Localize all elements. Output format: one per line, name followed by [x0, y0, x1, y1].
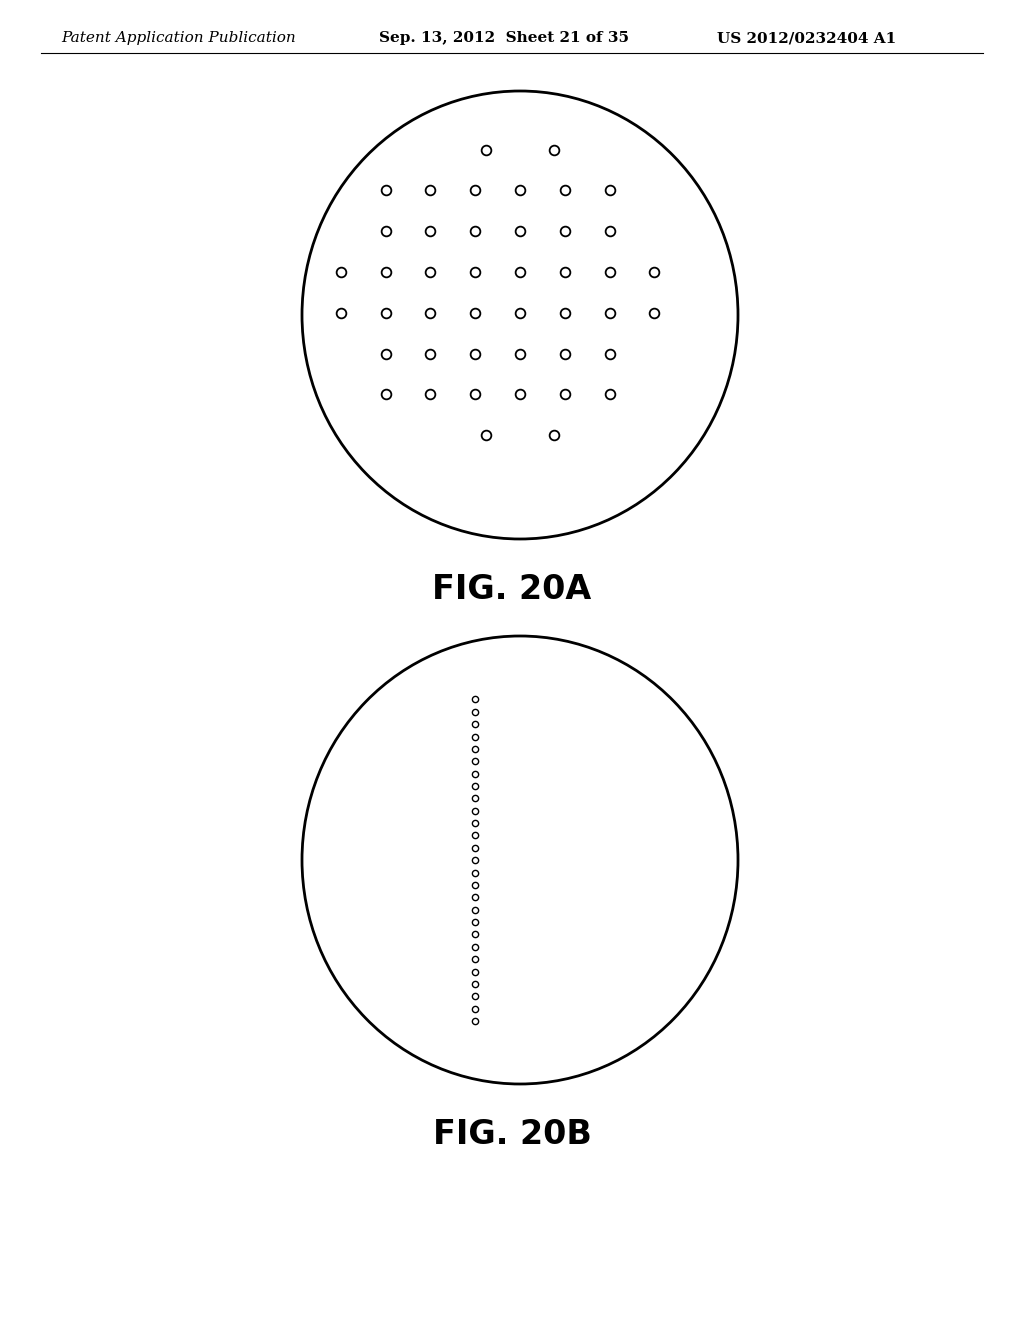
Text: FIG. 20B: FIG. 20B	[432, 1118, 592, 1151]
Text: Sep. 13, 2012  Sheet 21 of 35: Sep. 13, 2012 Sheet 21 of 35	[379, 32, 629, 45]
Text: US 2012/0232404 A1: US 2012/0232404 A1	[717, 32, 896, 45]
Text: FIG. 20A: FIG. 20A	[432, 573, 592, 606]
Text: Patent Application Publication: Patent Application Publication	[61, 32, 296, 45]
